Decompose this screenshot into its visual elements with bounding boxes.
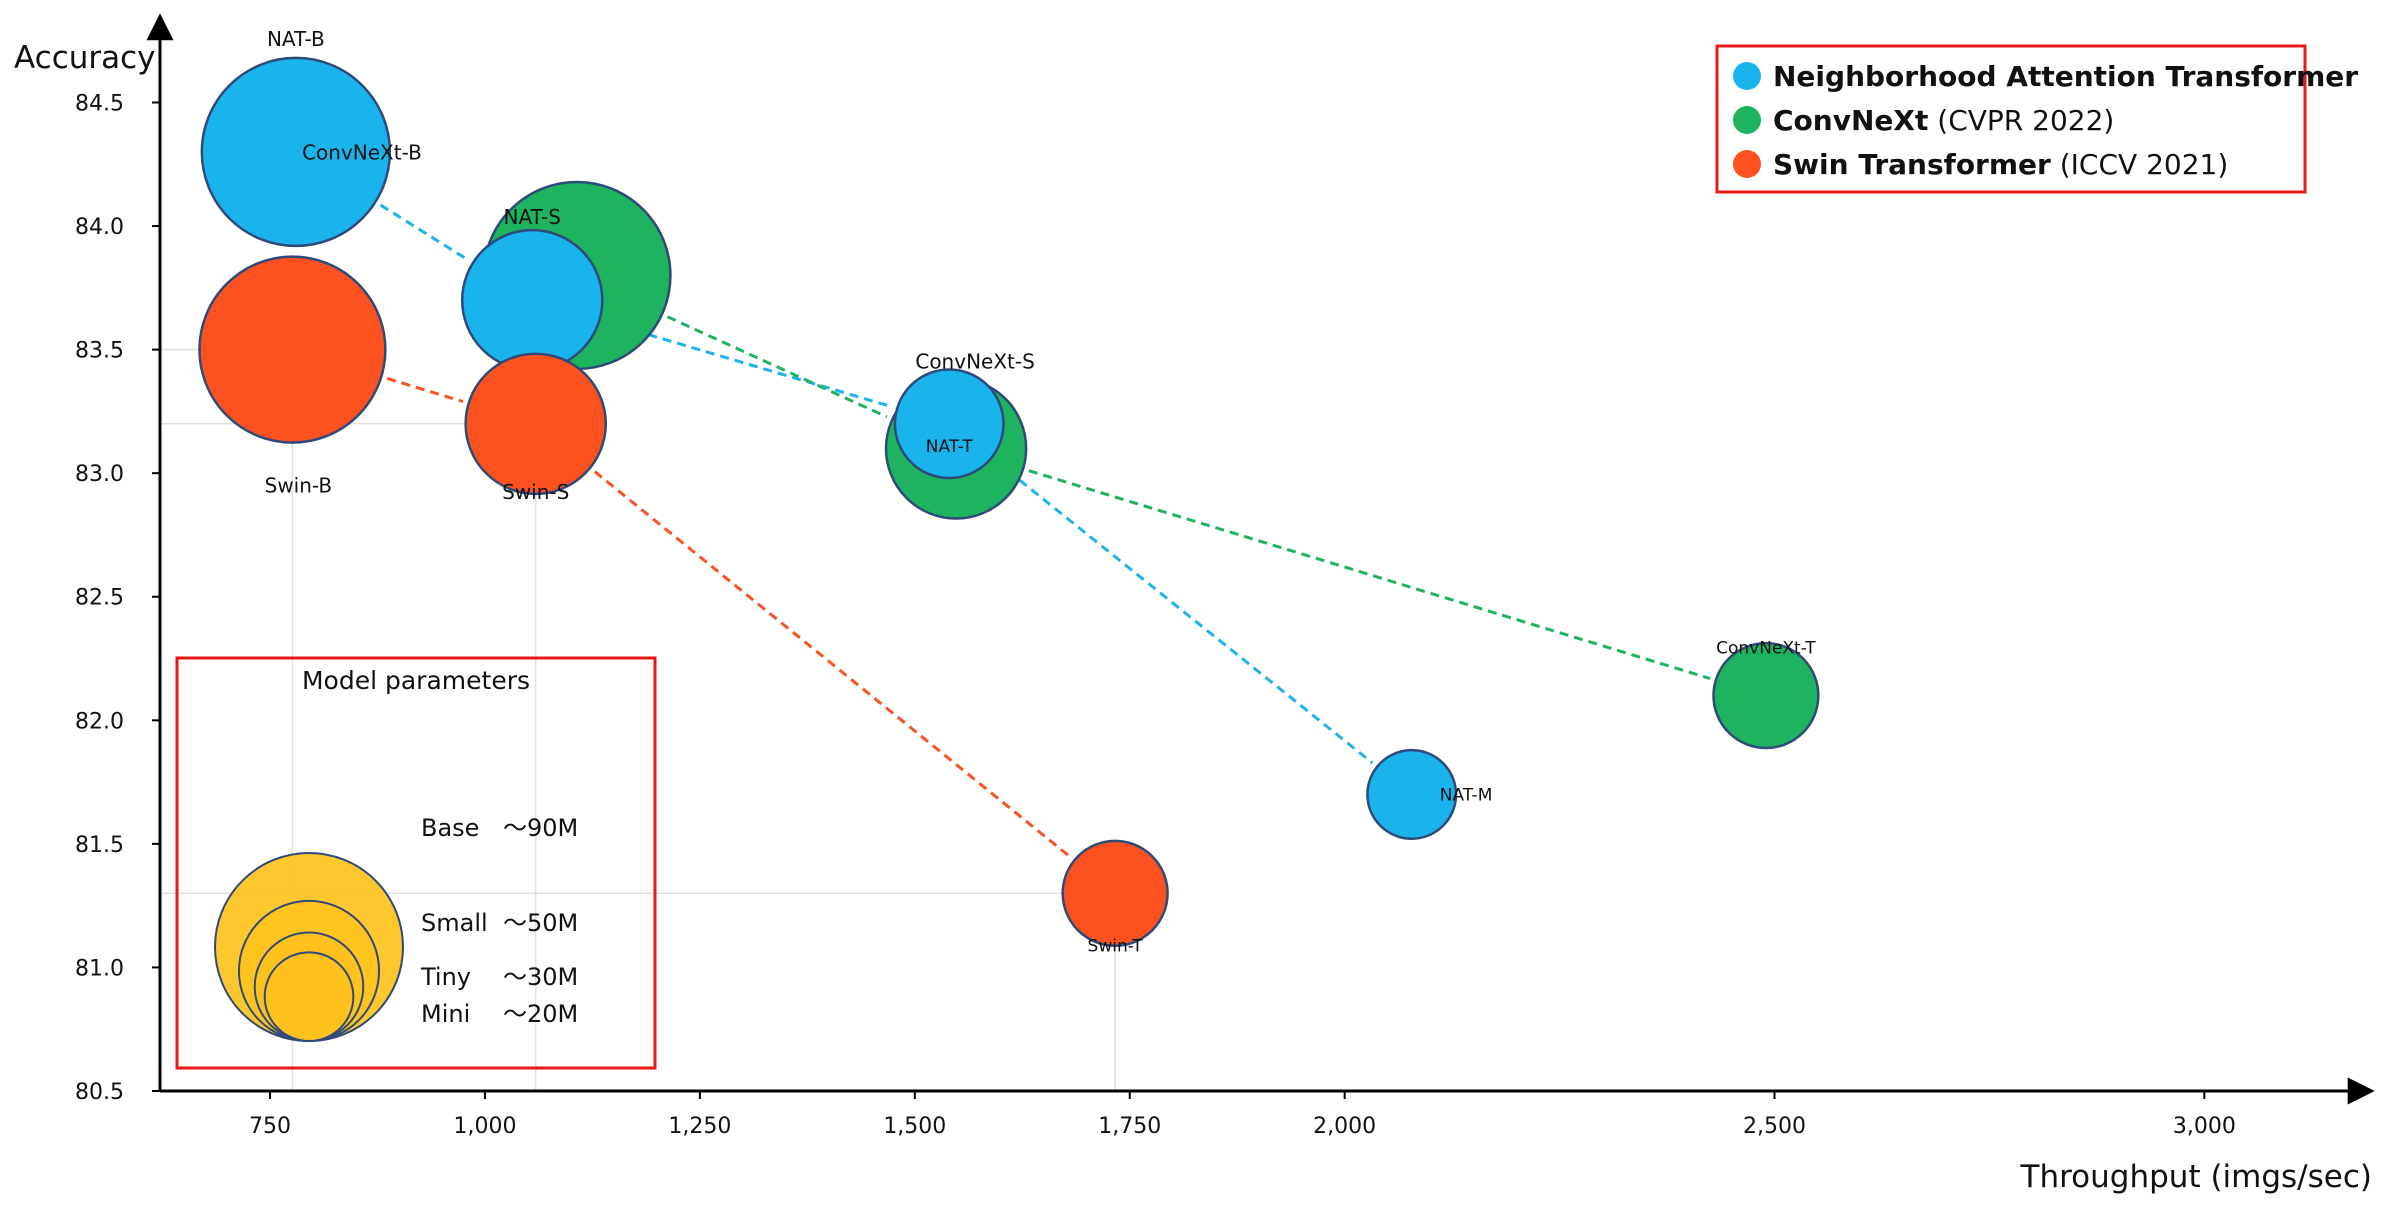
point-label-swin-t: Swin-T — [1088, 936, 1144, 956]
y-axis-title: Accuracy — [14, 40, 156, 76]
bubble-nat-b — [200, 56, 392, 248]
y-tick-label: 82.5 — [75, 586, 124, 611]
neighborhood-attention-transformer-connector — [379, 203, 469, 262]
series-connectors — [379, 203, 1711, 858]
x-tick-label: 1,000 — [453, 1114, 516, 1139]
size-legend-small-value: ～50M — [503, 909, 578, 937]
convnext-legend-label: ConvNeXt (CVPR 2022) — [1773, 104, 2114, 137]
point-label-swin-s: Swin-S — [502, 480, 569, 504]
convnext-connector — [666, 315, 888, 419]
x-tick-label: 1,500 — [883, 1114, 946, 1139]
x-tick-label: 750 — [249, 1114, 291, 1139]
point-label-nat-t: NAT-T — [926, 437, 973, 457]
neighborhood-attention-transformer-legend-label: Neighborhood Attention Transformer — [1773, 60, 2358, 93]
y-tick-label: 84.5 — [75, 91, 124, 116]
size-legend-frame — [175, 656, 657, 1070]
size-legend: Model parameters Base ～90M Small ～50M Tiny ～3… — [175, 656, 657, 1070]
bubble-swin-s — [464, 352, 608, 496]
bubble-nat-m — [1366, 748, 1458, 841]
convnext-legend-swatch — [1733, 106, 1761, 134]
x-tick-label: 2,500 — [1743, 1114, 1806, 1139]
point-label-nat-s: NAT-S — [504, 205, 561, 229]
y-tick-label: 80.5 — [75, 1080, 124, 1105]
swin-transformer-legend-label: Swin Transformer (ICCV 2021) — [1773, 148, 2228, 181]
size-legend-mini-label: Mini — [421, 1000, 470, 1028]
neighborhood-attention-transformer-connector — [995, 460, 1374, 765]
point-label-swin-b: Swin-B — [265, 474, 333, 498]
size-legend-mini-circle — [263, 951, 355, 1043]
bubble-nat-t — [893, 368, 1005, 480]
point-label-convnext-b: ConvNeXt-B — [302, 140, 422, 164]
neighborhood-attention-transformer-connector — [604, 320, 892, 409]
x-ticks: 750 1,000 1,250 1,500 1,750 2,000 2,500 3,000 — [249, 1091, 2236, 1139]
series-legend-frame — [1715, 44, 2307, 194]
neighborhood-attention-transformer-legend-swatch — [1733, 62, 1761, 90]
y-tick-label: 83.0 — [75, 462, 124, 487]
bubble-swin-t — [1061, 839, 1169, 947]
swin-transformer-connector — [593, 470, 1071, 858]
size-legend-mini-value: ～20M — [503, 1000, 578, 1028]
point-label-convnext-t: ConvNeXt-T — [1716, 639, 1816, 659]
y-tick-label: 81.0 — [75, 956, 124, 981]
size-legend-base-label: Base — [421, 814, 479, 842]
data-bubbles — [198, 56, 1820, 947]
y-tick-label: 84.0 — [75, 215, 124, 240]
y-tick-label: 82.0 — [75, 709, 124, 734]
point-label-nat-b: NAT-B — [267, 27, 325, 51]
size-legend-tiny-label: Tiny — [420, 963, 471, 991]
x-axis-title: Throughput (imgs/sec) — [2020, 1159, 2372, 1195]
x-tick-label: 3,000 — [2173, 1114, 2236, 1139]
y-tick-label: 83.5 — [75, 339, 124, 364]
point-label-convnext-s: ConvNeXt-S — [915, 349, 1034, 373]
size-legend-title: Model parameters — [302, 666, 530, 695]
bubble-convnext-t — [1712, 641, 1820, 750]
point-label-nat-m: NAT-M — [1440, 785, 1493, 805]
swin-transformer-connector — [386, 377, 464, 404]
convnext-connector — [1028, 469, 1711, 680]
x-tick-label: 2,000 — [1313, 1114, 1376, 1139]
x-tick-label: 1,750 — [1098, 1114, 1161, 1139]
y-tick-label: 81.5 — [75, 833, 124, 858]
series-legend: Neighborhood Attention Transformer ConvNe… — [1715, 44, 2358, 194]
size-legend-tiny-value: ～30M — [503, 963, 578, 991]
bubble-swin-b — [198, 255, 387, 444]
size-legend-base-value: ～90M — [503, 814, 578, 842]
swin-transformer-legend-swatch — [1733, 150, 1761, 178]
x-tick-label: 1,250 — [668, 1114, 731, 1139]
bubble-nat-s — [460, 228, 604, 372]
size-legend-small-label: Small — [421, 909, 488, 937]
point-labels: NAT-B NAT-S NAT-T NAT-M ConvNeXt-B ConvNeXt-S… — [265, 27, 1817, 956]
y-ticks: 80.5 81.0 81.5 82.0 82.5 83.0 83.5 84.0 84.5 — [75, 91, 160, 1105]
